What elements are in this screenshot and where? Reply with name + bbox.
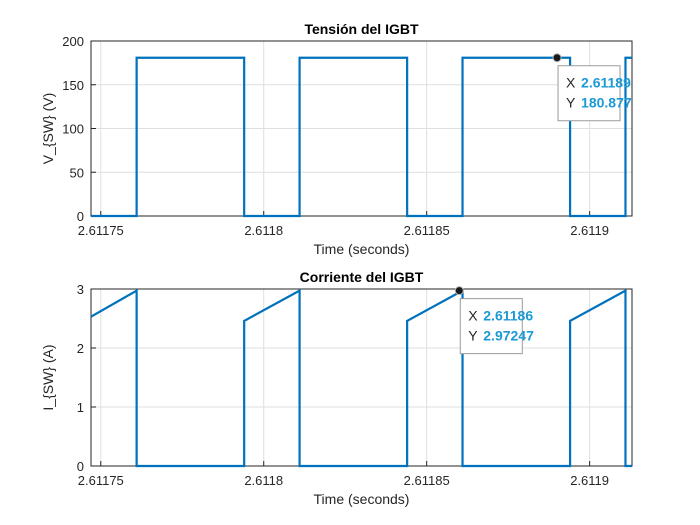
y-tick-label: 200: [62, 34, 84, 49]
datatip-box: [459, 298, 523, 355]
x-tick-label: 2.61185: [404, 473, 450, 488]
datatip-y-key: Y: [468, 328, 478, 344]
series-line: [91, 56, 632, 218]
datatip-x-value: 2.61189: [581, 75, 631, 91]
x-tick-label: 2.6118: [244, 223, 283, 238]
x-tick-label: 2.6118: [244, 473, 283, 488]
chart-title: Tensión del IGBT: [304, 21, 419, 37]
datatip-x-value: 2.61186: [483, 308, 533, 324]
y-tick-label: 150: [62, 78, 84, 93]
datatip-y-value: 2.97247: [483, 328, 534, 344]
x-tick-label: 2.6119: [570, 223, 609, 238]
y-axis-label: I_{SW} (A): [40, 344, 56, 410]
axes-frame: [90, 288, 633, 467]
y-axis-label: V_{SW} (V): [40, 93, 56, 165]
datatip-marker[interactable]: [454, 286, 464, 296]
chart-title: Corriente del IGBT: [300, 269, 424, 285]
datatip-y-key: Y: [566, 95, 576, 111]
datatip-x-key: X: [468, 308, 478, 324]
datatip[interactable]: X 2.61189 Y 180.877: [552, 53, 632, 122]
axes-1: 2.61175 2.6118 2.61185 2.6119 0 50 100 150 200 Te…: [40, 21, 633, 257]
y-tick-label: 50: [70, 165, 84, 180]
y-tick-label: 0: [77, 209, 84, 224]
datatip-y-value: 180.877: [581, 95, 632, 111]
x-axis-label: Time (seconds): [314, 491, 410, 507]
datatip-x-key: X: [566, 75, 576, 91]
x-axis-label: Time (seconds): [314, 241, 410, 257]
y-tick-label: 0: [77, 459, 84, 474]
datatip-box: [557, 65, 621, 122]
axes-2: 2.61175 2.6118 2.61185 2.6119 0 1 2 3 Corriente …: [40, 269, 633, 507]
x-tick-label: 2.6119: [570, 473, 609, 488]
y-tick-label: 2: [77, 341, 84, 356]
x-tick-label: 2.61185: [404, 223, 450, 238]
series-line: [90, 288, 632, 468]
x-tick-label: 2.61175: [78, 473, 124, 488]
y-tick-label: 100: [62, 122, 84, 137]
x-tick-label: 2.61175: [78, 223, 124, 238]
y-tick-label: 3: [77, 282, 84, 297]
y-tick-label: 1: [77, 400, 84, 415]
datatip-marker[interactable]: [552, 53, 562, 63]
datatip[interactable]: X 2.61186 Y 2.97247: [454, 286, 534, 355]
